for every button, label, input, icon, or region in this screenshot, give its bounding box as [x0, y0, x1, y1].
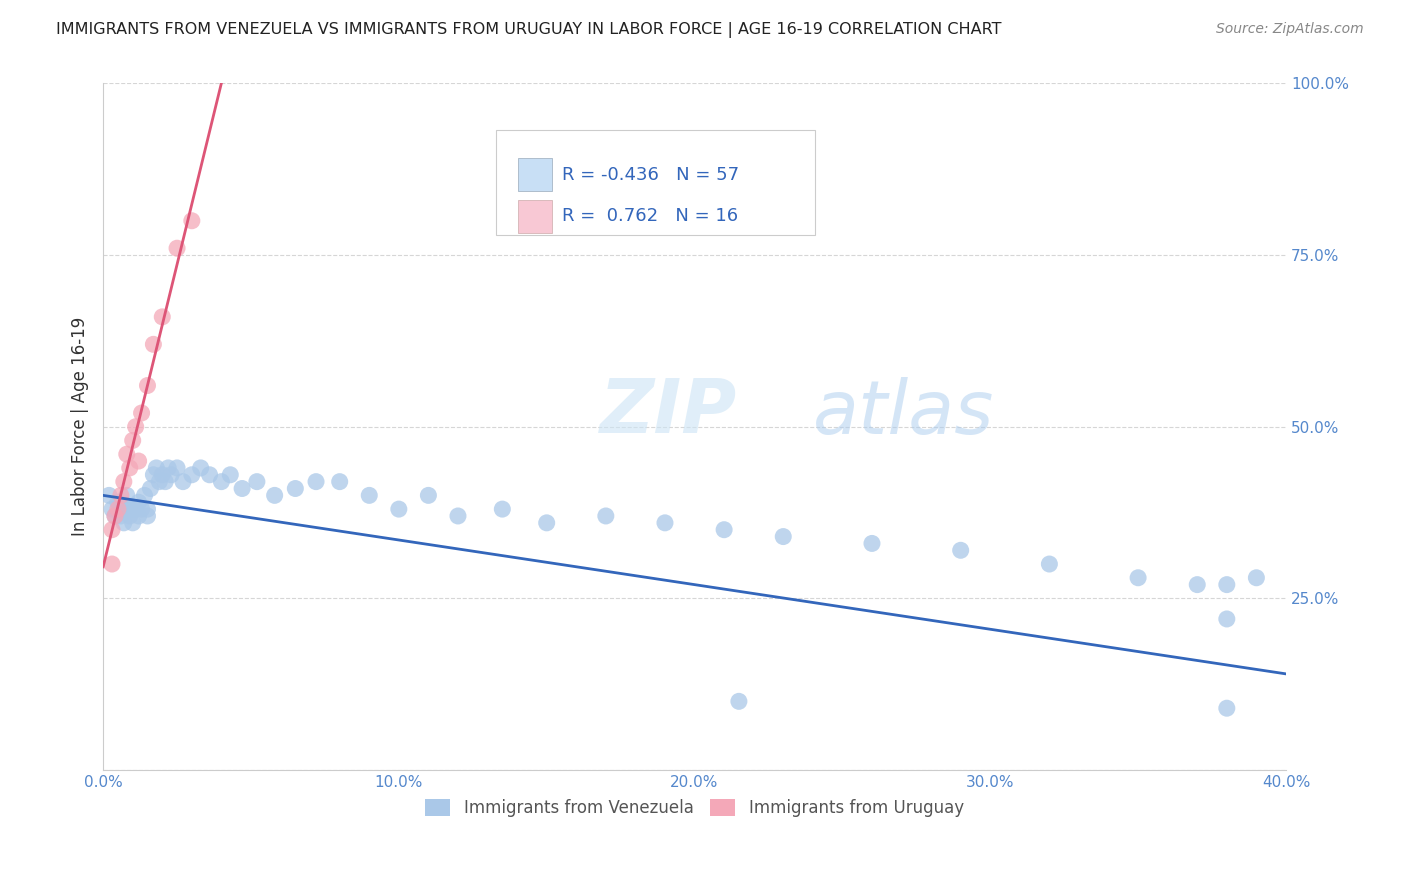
Point: [180, 213, 202, 227]
Legend: Immigrants from Venezuela, Immigrants from Uruguay: Immigrants from Venezuela, Immigrants fr…: [419, 792, 970, 823]
Point: [172, 475, 194, 489]
Point: [772, 530, 794, 544]
Point: [128, 454, 150, 468]
Text: atlas: atlas: [813, 377, 994, 449]
Point: [209, 475, 232, 489]
Point: [1216, 701, 1239, 715]
Point: [104, 508, 127, 523]
Point: [1187, 577, 1209, 591]
Point: [107, 502, 129, 516]
Point: [713, 523, 735, 537]
Point: [136, 378, 159, 392]
Point: [1246, 571, 1268, 585]
Point: [1038, 557, 1060, 571]
Point: [447, 508, 470, 523]
Point: [150, 310, 173, 324]
Point: [131, 502, 153, 516]
Text: R = -0.436   N = 57: R = -0.436 N = 57: [562, 166, 738, 184]
Point: [180, 467, 202, 482]
Point: [121, 434, 143, 448]
Point: [104, 508, 127, 523]
Point: [142, 337, 165, 351]
Point: [112, 502, 135, 516]
Point: [157, 461, 180, 475]
Point: [155, 475, 177, 489]
Point: [359, 488, 381, 502]
Point: [139, 482, 162, 496]
Point: [190, 461, 212, 475]
Point: [112, 516, 135, 530]
Point: [128, 508, 150, 523]
Point: [98, 488, 121, 502]
Point: [101, 557, 124, 571]
Point: [166, 461, 188, 475]
Text: IMMIGRANTS FROM VENEZUELA VS IMMIGRANTS FROM URUGUAY IN LABOR FORCE | AGE 16-19 : IMMIGRANTS FROM VENEZUELA VS IMMIGRANTS …: [56, 22, 1001, 38]
Point: [112, 475, 135, 489]
Point: [160, 467, 183, 482]
Point: [128, 495, 150, 509]
Point: [388, 502, 411, 516]
Point: [654, 516, 676, 530]
Point: [118, 461, 141, 475]
Point: [110, 508, 132, 523]
Point: [107, 495, 129, 509]
Y-axis label: In Labor Force | Age 16-19: In Labor Force | Age 16-19: [72, 317, 89, 536]
Point: [118, 508, 141, 523]
Point: [124, 419, 146, 434]
Point: [101, 502, 124, 516]
Point: [284, 482, 307, 496]
Point: [150, 467, 173, 482]
Point: [329, 475, 352, 489]
Point: [246, 475, 269, 489]
Point: [728, 694, 751, 708]
Point: [491, 502, 513, 516]
Point: [536, 516, 558, 530]
Point: [136, 502, 159, 516]
Point: [131, 406, 153, 420]
Point: [219, 467, 242, 482]
Point: [231, 482, 253, 496]
Point: [1126, 571, 1149, 585]
Point: [124, 502, 146, 516]
Point: [142, 467, 165, 482]
Point: [121, 516, 143, 530]
Point: [118, 502, 141, 516]
Point: [860, 536, 883, 550]
Point: [101, 523, 124, 537]
Point: [115, 447, 138, 461]
Point: [1216, 612, 1239, 626]
Point: [110, 488, 132, 502]
Point: [949, 543, 972, 558]
Text: R =  0.762   N = 16: R = 0.762 N = 16: [562, 207, 738, 226]
Point: [263, 488, 285, 502]
Point: [136, 508, 159, 523]
Text: ZIP: ZIP: [600, 376, 737, 450]
Point: [145, 461, 167, 475]
Point: [305, 475, 328, 489]
Point: [134, 488, 156, 502]
Point: [121, 502, 143, 516]
Point: [166, 241, 188, 255]
Point: [595, 508, 617, 523]
Point: [198, 467, 221, 482]
Text: Source: ZipAtlas.com: Source: ZipAtlas.com: [1216, 22, 1364, 37]
Point: [1216, 577, 1239, 591]
Point: [148, 475, 170, 489]
Point: [418, 488, 440, 502]
Point: [115, 488, 138, 502]
